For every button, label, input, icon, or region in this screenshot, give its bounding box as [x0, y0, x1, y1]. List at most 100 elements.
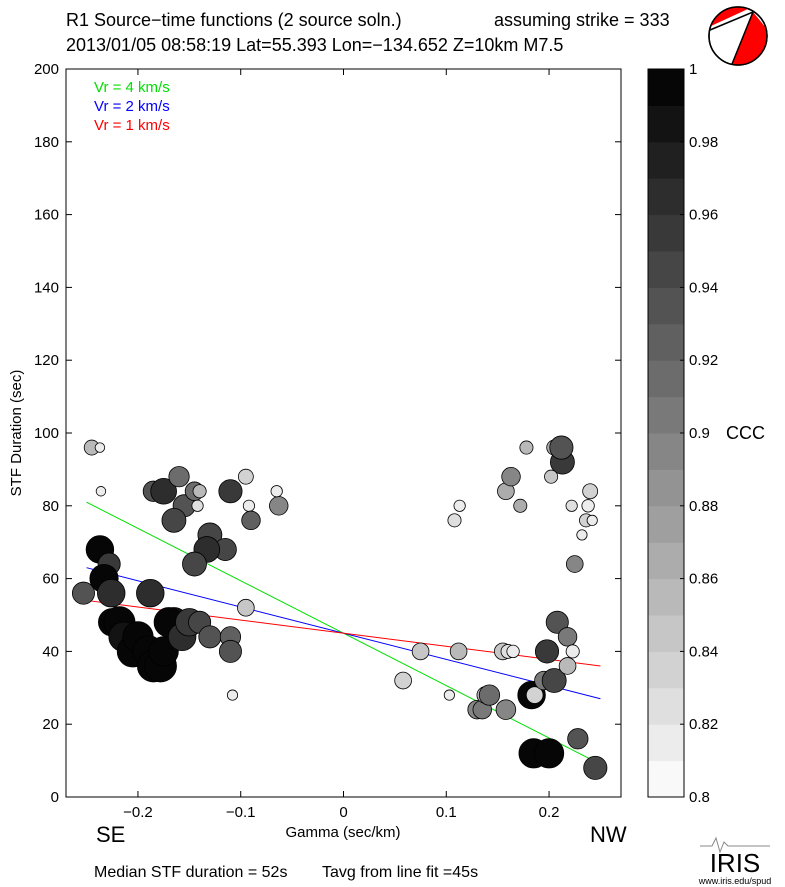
- data-point: [242, 499, 256, 512]
- data-point: [513, 498, 528, 513]
- data-point: [237, 598, 255, 617]
- x-axis-ticks: −0.2 −0.1 0 0.1 0.2: [123, 69, 559, 821]
- colorbar-tick-label: 0.96: [689, 207, 718, 224]
- y-tick-label: 40: [42, 643, 59, 660]
- data-point: [218, 639, 242, 663]
- data-point: [582, 483, 599, 500]
- x-tick-label: −0.1: [226, 804, 256, 821]
- data-point: [97, 578, 126, 608]
- y-tick-label: 180: [34, 134, 59, 151]
- scatter-plot: −0.2 −0.1 0 0.1 0.2 0 20 40 60 80 100 120 140 160 180…: [34, 61, 622, 821]
- data-point: [136, 578, 165, 608]
- colorbar-step: [648, 141, 684, 179]
- x-tick-label: −0.2: [123, 804, 153, 821]
- seismogram-icon: [700, 836, 770, 854]
- direction-nw-label: NW: [590, 822, 627, 847]
- colorbar-tick-label: 0.82: [689, 716, 718, 733]
- colorbar-tick-label: 1: [689, 61, 697, 78]
- y-axis-label: STF Duration (sec): [8, 370, 25, 497]
- colorbar-tick-label: 0.8: [689, 789, 710, 806]
- data-point: [586, 514, 598, 526]
- x-tick-label: 0.1: [436, 804, 457, 821]
- strike-text: assuming strike = 333: [494, 10, 670, 30]
- data-point: [541, 668, 567, 693]
- data-point: [443, 689, 455, 701]
- y-tick-label: 120: [34, 352, 59, 369]
- colorbar-step: [648, 214, 684, 252]
- data-point: [581, 499, 595, 513]
- iris-logo-text: IRIS: [710, 848, 761, 878]
- y-tick-label: 100: [34, 425, 59, 442]
- colorbar-step: [648, 178, 684, 216]
- data-point: [565, 499, 578, 512]
- data-point: [545, 610, 569, 634]
- legend-item-vr4: Vr = 4 km/s: [94, 79, 170, 96]
- beachball-icon: [708, 6, 768, 66]
- colorbar-tick-label: 0.86: [689, 571, 718, 588]
- y-tick-label: 60: [42, 571, 59, 588]
- x-tick-label: 0.2: [539, 804, 560, 821]
- data-point: [447, 513, 462, 528]
- colorbar-step: [648, 433, 684, 470]
- legend-item-vr2: Vr = 2 km/s: [94, 98, 170, 115]
- data-point: [71, 581, 95, 605]
- data-point: [150, 477, 177, 505]
- iris-logo: IRIS www.iris.edu/spud: [698, 836, 772, 886]
- iris-url: www.iris.edu/spud: [698, 876, 772, 886]
- data-point: [218, 479, 243, 504]
- data-point: [549, 435, 574, 460]
- data-point: [237, 468, 254, 485]
- data-point: [270, 485, 283, 498]
- legend-item-vr1: Vr = 1 km/s: [94, 117, 170, 134]
- y-tick-label: 200: [34, 61, 59, 78]
- colorbar-step: [648, 396, 684, 434]
- data-point: [525, 686, 544, 704]
- colorbar-step: [648, 578, 684, 616]
- data-point: [567, 728, 589, 750]
- colorbar-tick-label: 0.92: [689, 352, 718, 369]
- data-point: [394, 671, 412, 690]
- colorbar-step: [648, 542, 684, 580]
- data-point: [506, 644, 520, 659]
- data-point: [198, 625, 222, 649]
- colorbar-step: [648, 469, 684, 507]
- colorbar-step: [648, 251, 684, 288]
- colorbar-step: [648, 760, 684, 798]
- data-point: [495, 699, 517, 720]
- colorbar-step: [648, 687, 684, 725]
- data-points: [71, 435, 608, 780]
- data-point: [576, 529, 588, 541]
- colorbar-tick-label: 0.9: [689, 425, 710, 442]
- y-tick-label: 20: [42, 716, 59, 733]
- data-point: [478, 684, 501, 706]
- colorbar-step: [648, 724, 684, 762]
- data-point: [449, 642, 468, 661]
- direction-se-label: SE: [96, 822, 125, 847]
- colorbar-step: [648, 651, 684, 689]
- colorbar-step: [648, 505, 684, 543]
- data-point: [168, 466, 190, 488]
- data-point: [557, 627, 578, 647]
- data-point: [519, 440, 534, 455]
- colorbar-step: [648, 69, 684, 106]
- data-point: [191, 499, 204, 512]
- data-point: [565, 644, 580, 659]
- legend: Vr = 4 km/s Vr = 2 km/s Vr = 1 km/s: [94, 79, 170, 134]
- median-stf-text: Median STF duration = 52s: [94, 864, 287, 881]
- tavg-fit-text: Tavg from line fit =45s: [322, 864, 478, 881]
- colorbar-tick-label: 0.84: [689, 643, 718, 660]
- data-point: [534, 639, 560, 664]
- x-tick-label: 0: [339, 804, 347, 821]
- data-point: [583, 755, 608, 780]
- data-point: [411, 642, 430, 661]
- data-point: [226, 689, 239, 701]
- y-axis-ticks: 0 20 40 60 80 100 120 140 160 180 200: [34, 61, 621, 806]
- colorbar-tick-label: 0.98: [689, 134, 718, 151]
- colorbar-step: [648, 360, 684, 398]
- y-tick-label: 80: [42, 498, 59, 515]
- data-point: [182, 551, 207, 577]
- data-point: [269, 496, 289, 516]
- x-axis-label: Gamma (sec/km): [285, 824, 400, 841]
- y-tick-label: 160: [34, 207, 59, 224]
